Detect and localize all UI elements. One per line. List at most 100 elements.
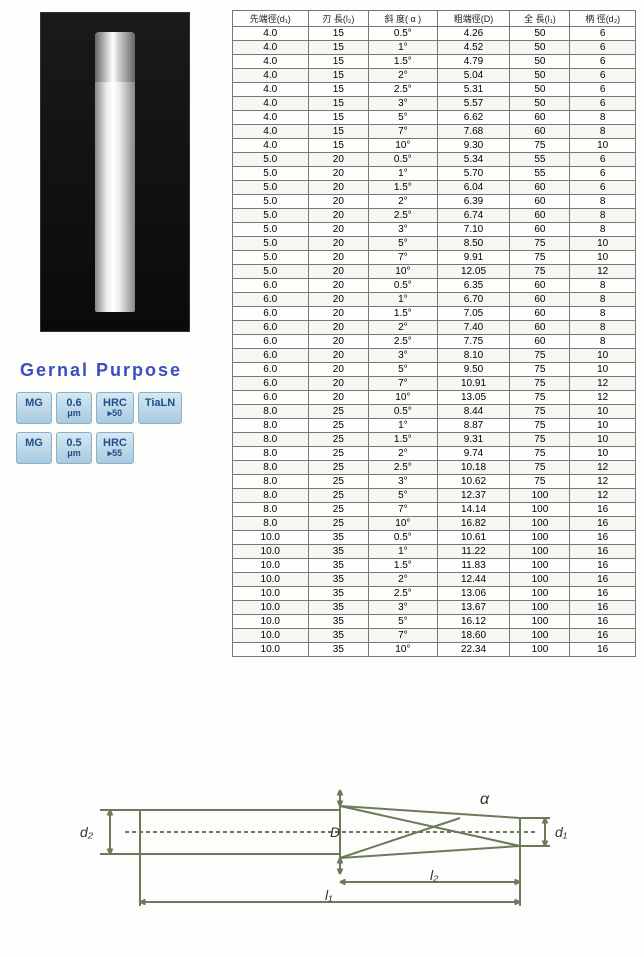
table-cell: 20 bbox=[308, 237, 369, 251]
table-cell: 50 bbox=[510, 69, 570, 83]
table-row: 5.0205°8.507510 bbox=[233, 237, 636, 251]
table-cell: 3° bbox=[369, 223, 437, 237]
table-cell: 1° bbox=[369, 419, 437, 433]
table-cell: 6.0 bbox=[233, 349, 309, 363]
table-cell: 6.0 bbox=[233, 307, 309, 321]
table-row: 10.0357°18.6010016 bbox=[233, 629, 636, 643]
table-cell: 9.74 bbox=[437, 447, 510, 461]
table-cell: 14.14 bbox=[437, 503, 510, 517]
table-cell: 25 bbox=[308, 447, 369, 461]
table-cell: 5.31 bbox=[437, 83, 510, 97]
table-cell: 1.5° bbox=[369, 433, 437, 447]
table-cell: 60 bbox=[510, 307, 570, 321]
table-cell: 6 bbox=[570, 153, 636, 167]
table-cell: 4.26 bbox=[437, 27, 510, 41]
table-cell: 6.0 bbox=[233, 279, 309, 293]
svg-text:α: α bbox=[480, 791, 490, 808]
table-cell: 100 bbox=[510, 629, 570, 643]
table-cell: 2.5° bbox=[369, 209, 437, 223]
table-cell: 15 bbox=[308, 55, 369, 69]
table-cell: 0.5° bbox=[369, 153, 437, 167]
spec-table-wrap: 先端徑(d₁)刃 長(l₂)斜 度( α )粗端徑(D)全 長(l₁)柄 徑(d… bbox=[232, 10, 636, 657]
table-cell: 0.5° bbox=[369, 27, 437, 41]
table-cell: 6 bbox=[570, 167, 636, 181]
table-cell: 20 bbox=[308, 377, 369, 391]
table-cell: 25 bbox=[308, 475, 369, 489]
table-row: 8.0253°10.627512 bbox=[233, 475, 636, 489]
table-cell: 5.0 bbox=[233, 167, 309, 181]
badge-row: MG0.6μmHRC▸50TiaLNMG0.5μmHRC▸55 bbox=[16, 392, 226, 464]
table-cell: 20 bbox=[308, 209, 369, 223]
table-cell: 4.0 bbox=[233, 55, 309, 69]
table-cell: 12 bbox=[570, 489, 636, 503]
table-cell: 7.10 bbox=[437, 223, 510, 237]
table-row: 8.0255°12.3710012 bbox=[233, 489, 636, 503]
badge-mg: MG bbox=[16, 392, 52, 424]
table-cell: 16 bbox=[570, 573, 636, 587]
product-image bbox=[40, 12, 190, 332]
table-cell: 35 bbox=[308, 615, 369, 629]
table-cell: 1.5° bbox=[369, 559, 437, 573]
table-cell: 5° bbox=[369, 489, 437, 503]
table-cell: 15 bbox=[308, 97, 369, 111]
table-cell: 16 bbox=[570, 643, 636, 657]
table-cell: 6.0 bbox=[233, 391, 309, 405]
table-cell: 2° bbox=[369, 69, 437, 83]
table-row: 4.0152.5°5.31506 bbox=[233, 83, 636, 97]
table-cell: 2.5° bbox=[369, 335, 437, 349]
table-cell: 60 bbox=[510, 223, 570, 237]
table-cell: 2° bbox=[369, 321, 437, 335]
table-cell: 10 bbox=[570, 349, 636, 363]
table-cell: 20 bbox=[308, 265, 369, 279]
table-cell: 10 bbox=[570, 251, 636, 265]
table-row: 5.0202.5°6.74608 bbox=[233, 209, 636, 223]
table-cell: 10.18 bbox=[437, 461, 510, 475]
table-cell: 100 bbox=[510, 531, 570, 545]
badge-0.5: 0.5μm bbox=[56, 432, 92, 464]
table-cell: 5.0 bbox=[233, 223, 309, 237]
table-cell: 8 bbox=[570, 321, 636, 335]
table-cell: 16 bbox=[570, 559, 636, 573]
table-row: 6.0207°10.917512 bbox=[233, 377, 636, 391]
table-cell: 25 bbox=[308, 517, 369, 531]
table-cell: 1° bbox=[369, 41, 437, 55]
table-cell: 35 bbox=[308, 545, 369, 559]
table-cell: 3° bbox=[369, 475, 437, 489]
table-cell: 4.0 bbox=[233, 97, 309, 111]
table-cell: 10.0 bbox=[233, 601, 309, 615]
col-header: 斜 度( α ) bbox=[369, 11, 437, 27]
table-cell: 5° bbox=[369, 111, 437, 125]
table-row: 4.0151.5°4.79506 bbox=[233, 55, 636, 69]
table-cell: 7° bbox=[369, 377, 437, 391]
table-row: 4.0150.5°4.26506 bbox=[233, 27, 636, 41]
table-cell: 10 bbox=[570, 139, 636, 153]
table-cell: 55 bbox=[510, 153, 570, 167]
table-cell: 10 bbox=[570, 419, 636, 433]
table-cell: 10° bbox=[369, 517, 437, 531]
col-header: 全 長(l₁) bbox=[510, 11, 570, 27]
table-cell: 6.74 bbox=[437, 209, 510, 223]
table-row: 6.0200.5°6.35608 bbox=[233, 279, 636, 293]
table-cell: 8 bbox=[570, 125, 636, 139]
table-cell: 7° bbox=[369, 251, 437, 265]
table-cell: 8 bbox=[570, 195, 636, 209]
table-cell: 7° bbox=[369, 125, 437, 139]
table-cell: 3° bbox=[369, 601, 437, 615]
table-cell: 25 bbox=[308, 503, 369, 517]
table-cell: 12.44 bbox=[437, 573, 510, 587]
table-cell: 6.39 bbox=[437, 195, 510, 209]
table-cell: 15 bbox=[308, 69, 369, 83]
table-cell: 8.0 bbox=[233, 433, 309, 447]
table-cell: 12 bbox=[570, 377, 636, 391]
table-cell: 60 bbox=[510, 293, 570, 307]
table-cell: 5.0 bbox=[233, 265, 309, 279]
table-cell: 6.0 bbox=[233, 335, 309, 349]
table-cell: 50 bbox=[510, 41, 570, 55]
table-cell: 35 bbox=[308, 587, 369, 601]
table-row: 5.0202°6.39608 bbox=[233, 195, 636, 209]
table-cell: 3° bbox=[369, 349, 437, 363]
table-cell: 16 bbox=[570, 517, 636, 531]
table-cell: 5° bbox=[369, 237, 437, 251]
table-cell: 100 bbox=[510, 615, 570, 629]
table-cell: 6.04 bbox=[437, 181, 510, 195]
